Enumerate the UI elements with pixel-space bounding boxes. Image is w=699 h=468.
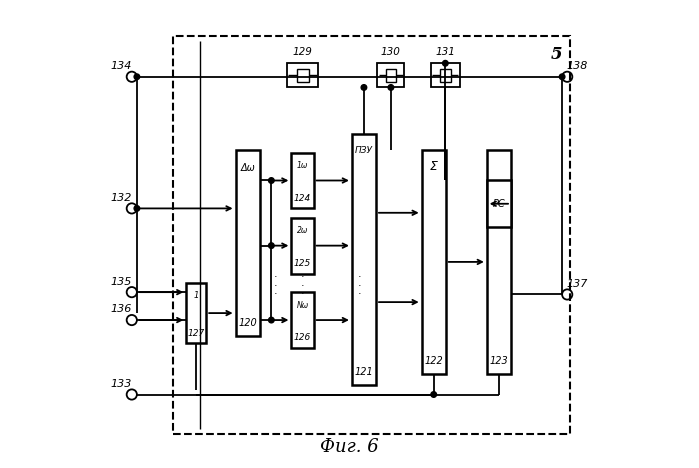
Text: 125: 125 [294,259,311,268]
Text: РС: РС [493,199,505,209]
Bar [421,150,446,373]
Text: 127: 127 [187,329,205,337]
Text: 131: 131 [435,47,455,57]
Text: 133: 133 [111,379,132,389]
Circle shape [268,243,274,249]
Bar [291,292,314,348]
Text: 138: 138 [567,61,588,71]
Text: 1: 1 [194,292,199,300]
Text: .
.
.: . . . [301,270,304,296]
Text: 120: 120 [238,318,257,329]
Circle shape [268,317,274,323]
Bar [352,134,376,385]
Text: 126: 126 [294,333,311,342]
Text: 2ω: 2ω [297,226,308,235]
Text: 124: 124 [294,194,311,203]
Text: ПЗУ: ПЗУ [355,146,373,155]
Text: 5: 5 [551,45,562,63]
Bar [236,150,260,336]
Text: 123: 123 [489,356,508,366]
Text: Фиг. 6: Фиг. 6 [320,439,379,456]
Text: .
.
.: . . . [274,270,278,296]
Bar [173,37,570,434]
Text: 1ω: 1ω [297,161,308,170]
Text: 136: 136 [111,305,132,314]
Bar [296,69,308,82]
Bar [386,69,396,82]
Text: 137: 137 [567,279,588,289]
Text: .
.
.: . . . [357,270,361,296]
Bar [377,63,405,88]
Text: 130: 130 [381,47,401,57]
Circle shape [431,392,436,397]
Bar [287,63,318,88]
Bar [487,150,511,373]
Text: Σ: Σ [430,160,438,173]
Circle shape [268,178,274,183]
Circle shape [388,85,394,90]
Circle shape [442,60,448,66]
Circle shape [134,74,140,80]
Text: 122: 122 [424,356,443,366]
Bar [487,181,511,227]
Text: Nω: Nω [296,300,308,310]
Text: 121: 121 [354,367,373,377]
Bar [431,63,460,88]
Text: Δω: Δω [240,163,255,173]
Text: 135: 135 [111,277,132,286]
Bar [291,218,314,273]
Circle shape [134,205,140,211]
Bar [291,153,314,208]
Circle shape [559,74,565,80]
Text: 134: 134 [111,61,132,71]
Circle shape [361,85,367,90]
Bar [186,283,206,344]
Text: 132: 132 [111,193,132,203]
Bar [440,69,451,82]
Text: 129: 129 [293,47,312,57]
